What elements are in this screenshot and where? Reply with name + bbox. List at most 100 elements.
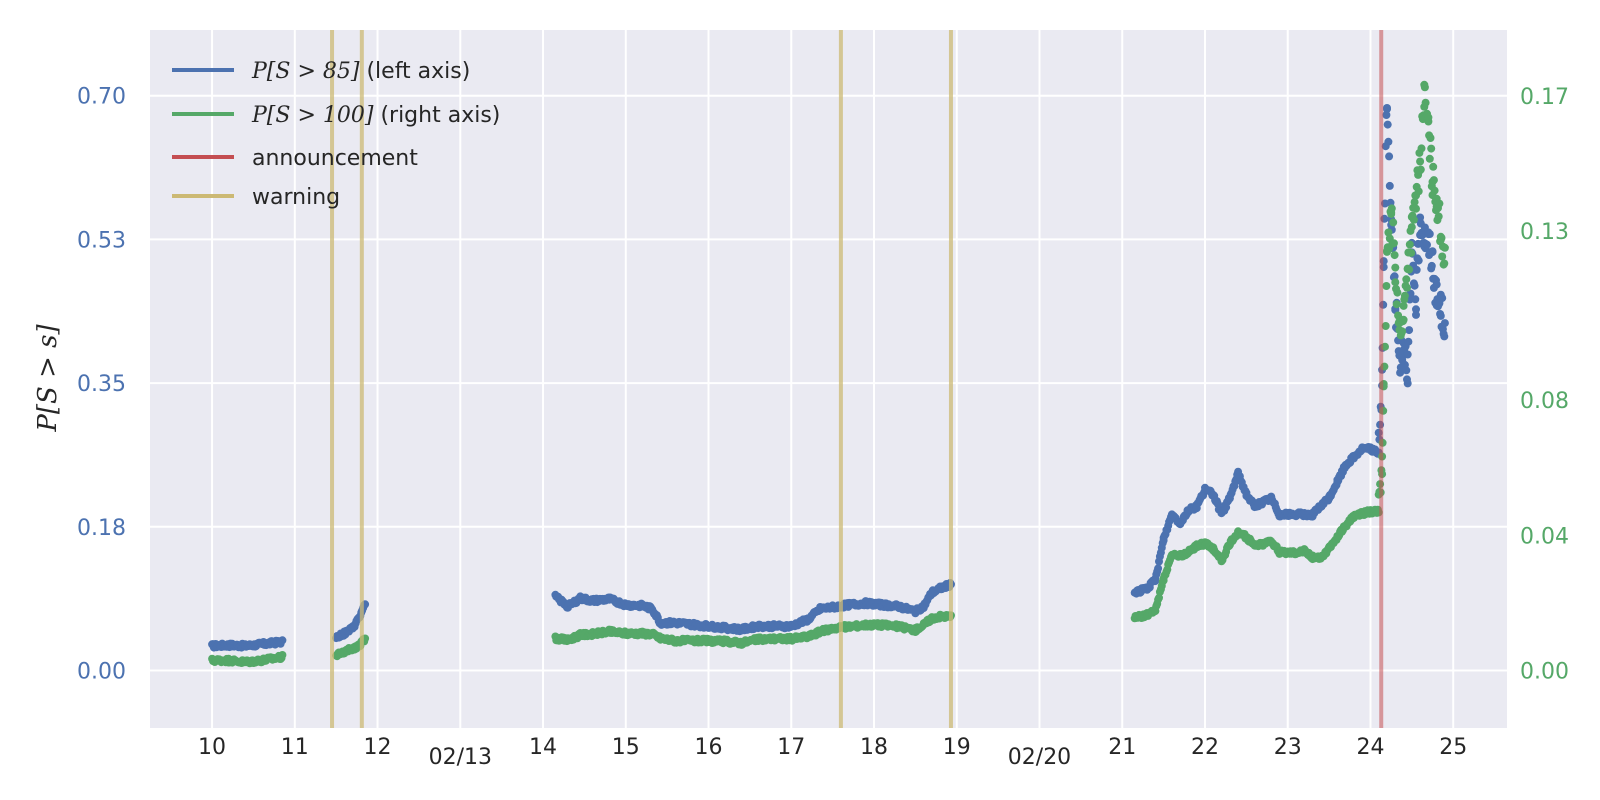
legend-text: (left axis) [359,59,470,84]
data-point [1391,263,1400,272]
data-point [1440,259,1449,268]
data-point [1412,204,1420,213]
data-point [1429,176,1438,185]
data-point [1429,162,1438,171]
data-point [1424,113,1433,122]
data-point [1412,310,1420,319]
x-tick-label: 18 [860,735,888,760]
data-point [1430,186,1439,195]
x-tick-label: 12 [364,735,392,760]
x-tick-label: 19 [943,735,971,760]
x-tick-label: 11 [281,735,309,760]
x-tick-label: 23 [1274,735,1302,760]
data-point [1440,243,1449,252]
data-point [1427,261,1436,270]
data-point [1387,204,1396,213]
legend-label: announcement [252,146,418,171]
x-tick-label: 24 [1356,735,1384,760]
data-point [1438,252,1447,261]
data-point [1421,98,1430,107]
data-point [1407,248,1416,257]
x-tick-label: 15 [612,735,640,760]
data-point [1410,281,1419,290]
data-point [1154,564,1163,573]
x-tick-label: 21 [1108,735,1136,760]
x-tick-label: 02/20 [1008,745,1071,770]
data-point [1390,251,1399,260]
data-point [1405,265,1414,274]
data-point [1416,213,1425,222]
data-point [1403,350,1412,359]
data-point [1432,280,1441,289]
data-point [1404,337,1413,346]
data-point [1394,311,1403,320]
data-point [1389,239,1398,248]
legend-text: (right axis) [373,103,500,128]
grid-lines [150,30,1507,728]
data-point [1385,181,1394,190]
data-point [278,651,287,659]
data-point [1391,278,1400,287]
data-point [1440,332,1449,341]
data-point [1389,218,1398,227]
y-right-tick-label: 0.13 [1520,220,1569,245]
y-left-tick-label: 0.35 [77,372,126,397]
data-point [1426,134,1435,142]
x-tick-label: 14 [529,735,557,760]
data-point [1420,83,1429,92]
data-point [1398,327,1407,336]
data-point [1425,230,1434,238]
y-right-tick-label: 0.04 [1520,524,1569,549]
data-point [1436,311,1445,320]
data-point [1382,111,1391,119]
legend-text: announcement [252,146,418,171]
data-point [1416,157,1425,166]
data-point [1416,165,1425,174]
x-tick-label: 02/13 [429,745,492,770]
data-point [1383,104,1391,112]
data-point [1412,265,1421,274]
y-left-tick-label: 0.00 [77,660,126,685]
data-point [1440,319,1449,328]
data-point [1392,300,1401,309]
legend-math: P[S > 85] [251,59,360,84]
data-point [1437,234,1446,242]
data-point [1410,198,1419,207]
legend-label: warning [252,185,340,210]
data-point [1384,228,1393,237]
legend-math: P[S > 100] [251,103,374,128]
data-point [1155,593,1163,602]
data-point [1407,223,1416,232]
data-point [1427,144,1436,153]
x-tick-label: 16 [695,735,723,760]
y-left-tick-label: 0.70 [77,85,126,110]
data-point [1390,272,1399,281]
data-point [1403,379,1412,388]
legend: P[S > 85] (left axis) P[S > 100] (right a… [172,59,500,210]
y-right-tick-label: 0.08 [1520,389,1569,414]
data-point [1383,120,1392,129]
data-point [1425,154,1434,163]
data-point [1400,291,1409,300]
x-tick-label: 10 [198,735,226,760]
data-point [1405,326,1414,335]
event-lines [330,30,1384,728]
data-point [1423,240,1431,249]
legend-text: warning [252,185,340,210]
data-point [1402,366,1411,375]
series-left [208,104,1449,652]
data-point [1414,187,1423,196]
data-point [1385,152,1394,161]
y-axis-label: P[S > s] [33,324,63,433]
legend-label: P[S > 85] (left axis) [251,59,470,84]
data-point [1411,295,1420,304]
data-point [1417,144,1426,153]
data-point [1402,275,1411,284]
data-point [1409,215,1418,224]
data-point [1414,256,1423,265]
left-axis-ticks: 0.00 0.18 0.35 0.53 0.70 [77,85,126,685]
series-right [208,80,1449,668]
y-left-tick-label: 0.18 [77,516,126,541]
data-point [1438,294,1447,303]
